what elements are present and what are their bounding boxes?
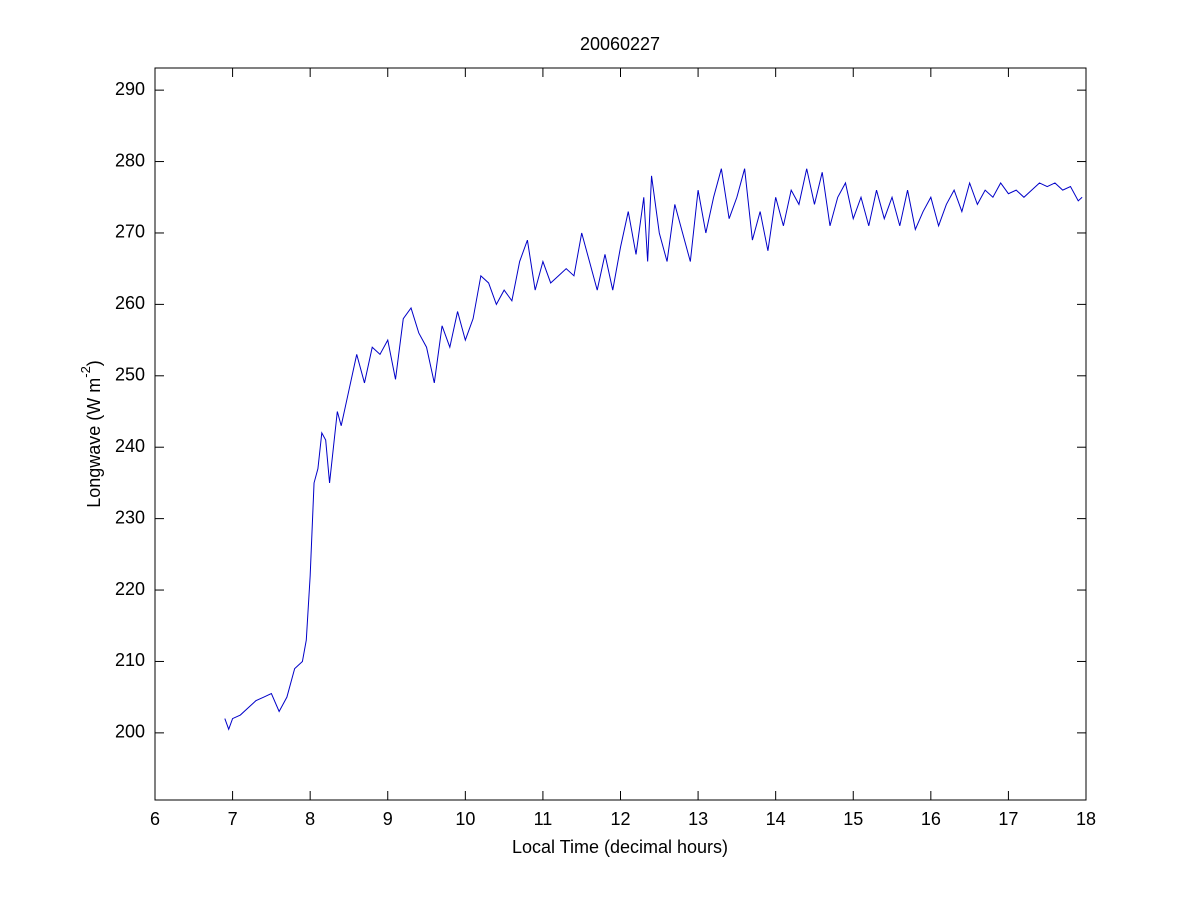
x-tick-label: 14 [766,809,786,829]
chart-title: 20060227 [580,34,660,54]
y-tick-label: 250 [115,365,145,385]
x-tick-label: 6 [150,809,160,829]
y-tick-label: 210 [115,650,145,670]
x-tick-label: 17 [998,809,1018,829]
x-tick-label: 15 [843,809,863,829]
y-tick-label: 230 [115,507,145,527]
y-label-main: Longwave (W m [84,378,104,508]
y-axis-label: Longwave (W m-2) [78,360,103,508]
y-tick-label: 240 [115,436,145,456]
x-tick-label: 9 [383,809,393,829]
x-tick-label: 16 [921,809,941,829]
y-tick-label: 280 [115,150,145,170]
x-tick-label: 11 [534,809,553,829]
y-tick-label: 260 [115,293,145,313]
y-label-sup: -2 [78,366,93,378]
x-tick-label: 12 [610,809,630,829]
plot-frame [154,67,1087,801]
x-tick-label: 18 [1076,809,1096,829]
x-tick-label: 8 [305,809,315,829]
x-tick-label: 7 [228,809,238,829]
x-tick-label: 10 [455,809,475,829]
y-tick-label: 220 [115,579,145,599]
y-tick-label: 200 [115,722,145,742]
y-tick-label: 290 [115,79,145,99]
x-tick-label: 13 [688,809,708,829]
y-label-end: ) [84,360,104,366]
data-line [224,168,1083,731]
y-tick-label: 270 [115,222,145,242]
x-axis-label: Local Time (decimal hours) [512,837,728,857]
